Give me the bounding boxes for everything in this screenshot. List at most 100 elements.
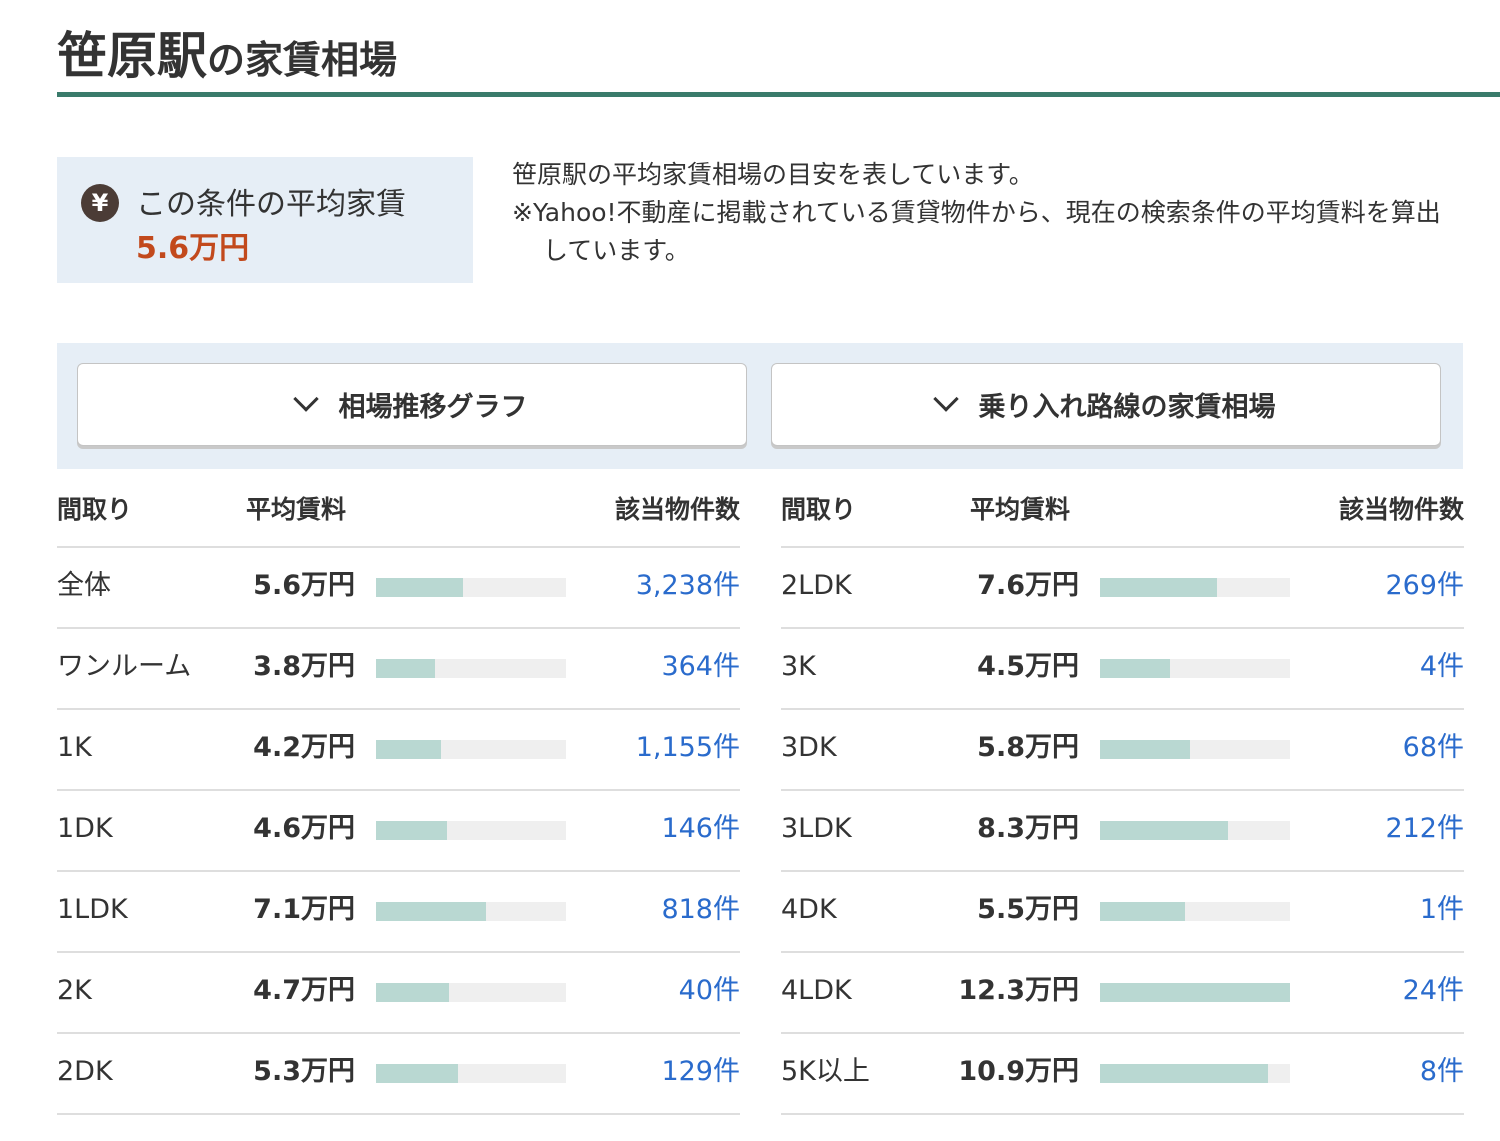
rent-bar [1100,821,1229,840]
header-avg-rent: 平均賃料 [970,495,1071,524]
layout-cell: 5K以上 [781,1056,870,1087]
table-row: 1LDK 7.1万円 818件 [57,872,740,953]
layout-cell: 4LDK [781,975,852,1006]
avg-rent-cell: 3.8万円 [253,651,355,682]
chevron-down-icon [292,385,319,412]
rent-bar [1100,659,1170,678]
table-row: 1K 4.2万円 1,155件 [57,710,740,791]
count-link[interactable]: 129件 [661,1056,740,1087]
rent-bar-track [1100,1064,1290,1083]
rent-bar-track [1100,659,1290,678]
table-body-left: 全体 5.6万円 3,238件ワンルーム 3.8万円 364件 1K 4.2万円 1,155件… [57,548,740,1115]
avg-rent-cell: 4.7万円 [253,975,355,1006]
avg-rent-cell: 4.2万円 [253,732,355,763]
table-body-right: 2LDK 7.6万円 269件 3K 4.5万円 4件 3DK 5.8万円 68件 3LDK 8.3… [781,548,1464,1115]
table-row: 3K 4.5万円 4件 [781,629,1464,710]
station-name: 笹原駅 [57,27,207,85]
rent-bar-track [1100,740,1290,759]
count-link[interactable]: 1,155件 [635,732,740,763]
avg-rent-cell: 7.6万円 [977,570,1079,601]
avg-rent-cell: 4.5万円 [977,651,1079,682]
rent-bar [376,1064,458,1083]
rent-bar-track [376,578,566,597]
average-rent-value: 5.6万円 [136,231,250,266]
average-rent-summary: ¥ この条件の平均家賃 5.6万円 [57,157,473,283]
rent-bar [1100,578,1218,597]
layout-cell: 全体 [57,570,111,601]
count-link[interactable]: 146件 [661,813,740,844]
table-row: 5K以上 10.9万円 8件 [781,1034,1464,1115]
avg-rent-cell: 5.8万円 [977,732,1079,763]
layout-cell: 2K [57,975,92,1006]
description: 笹原駅の平均家賃相場の目安を表しています。 ※Yahoo!不動産に掲載されている… [512,156,1462,270]
trend-graph-button[interactable]: 相場推移グラフ [77,363,747,446]
avg-rent-cell: 5.3万円 [253,1056,355,1087]
rent-bar-track [376,740,566,759]
rent-bar-track [376,1064,566,1083]
page-title: 笹原駅の家賃相場 [57,24,397,94]
avg-rent-cell: 12.3万円 [958,975,1079,1006]
rent-bar [376,740,441,759]
table-row: 4DK 5.5万円 1件 [781,872,1464,953]
count-link[interactable]: 1件 [1419,894,1464,925]
rent-bar [1100,902,1185,921]
header-layout: 間取り [57,495,133,524]
table-header: 間取り 平均賃料 該当物件数 [57,470,740,548]
count-link[interactable]: 818件 [661,894,740,925]
layout-cell: 2LDK [781,570,852,601]
count-link[interactable]: 3,238件 [635,570,740,601]
table-row: 2K 4.7万円 40件 [57,953,740,1034]
layout-cell: 3DK [781,732,837,763]
count-link[interactable]: 8件 [1419,1056,1464,1087]
rent-bar [376,659,435,678]
rent-bar-track [1100,983,1290,1002]
average-rent-label: この条件の平均家賃 [136,187,406,222]
rent-bar-track [376,821,566,840]
rent-table-left: 間取り 平均賃料 該当物件数 全体 5.6万円 3,238件ワンルーム 3.8万円 36… [57,470,740,1115]
table-row: 3LDK 8.3万円 212件 [781,791,1464,872]
header-layout: 間取り [781,495,857,524]
expand-buttons-panel: 相場推移グラフ 乗り入れ路線の家賃相場 [57,343,1463,469]
count-link[interactable]: 4件 [1419,651,1464,682]
header-count: 該当物件数 [1338,495,1464,524]
layout-cell: ワンルーム [57,651,192,682]
count-link[interactable]: 364件 [661,651,740,682]
table-row: 2LDK 7.6万円 269件 [781,548,1464,629]
table-header: 間取り 平均賃料 該当物件数 [781,470,1464,548]
layout-cell: 3K [781,651,816,682]
title-underline [57,92,1500,97]
chevron-down-icon [932,385,959,412]
avg-rent-cell: 5.5万円 [977,894,1079,925]
rent-bar [1100,1064,1269,1083]
count-link[interactable]: 40件 [678,975,740,1006]
count-link[interactable]: 269件 [1385,570,1464,601]
layout-cell: 4DK [781,894,837,925]
rent-bar [376,821,448,840]
table-row: 3DK 5.8万円 68件 [781,710,1464,791]
rent-bar-track [1100,821,1290,840]
avg-rent-cell: 7.1万円 [253,894,355,925]
table-row: 全体 5.6万円 3,238件 [57,548,740,629]
rent-bar-track [1100,578,1290,597]
table-row: 2DK 5.3万円 129件 [57,1034,740,1115]
rent-table-right: 間取り 平均賃料 該当物件数 2LDK 7.6万円 269件 3K 4.5万円 4件 3DK… [781,470,1464,1115]
connecting-lines-label: 乗り入れ路線の家賃相場 [978,392,1276,423]
count-link[interactable]: 68件 [1402,732,1464,763]
yen-icon: ¥ [81,184,119,222]
table-row: 1DK 4.6万円 146件 [57,791,740,872]
avg-rent-cell: 5.6万円 [253,570,355,601]
layout-cell: 1K [57,732,92,763]
description-note: ※Yahoo!不動産に掲載されている賃貸物件から、現在の検索条件の平均賃料を算出… [512,198,1441,265]
connecting-lines-button[interactable]: 乗り入れ路線の家賃相場 [771,363,1441,446]
rent-bar-track [376,902,566,921]
layout-cell: 1DK [57,813,113,844]
rent-bar-track [1100,902,1290,921]
description-line: 笹原駅の平均家賃相場の目安を表しています。 [512,160,1034,189]
count-link[interactable]: 212件 [1385,813,1464,844]
count-link[interactable]: 24件 [1402,975,1464,1006]
page-title-suffix: の家賃相場 [207,38,398,82]
trend-graph-label: 相場推移グラフ [338,392,528,423]
avg-rent-cell: 10.9万円 [958,1056,1079,1087]
layout-cell: 3LDK [781,813,852,844]
rent-bar [1100,983,1290,1002]
